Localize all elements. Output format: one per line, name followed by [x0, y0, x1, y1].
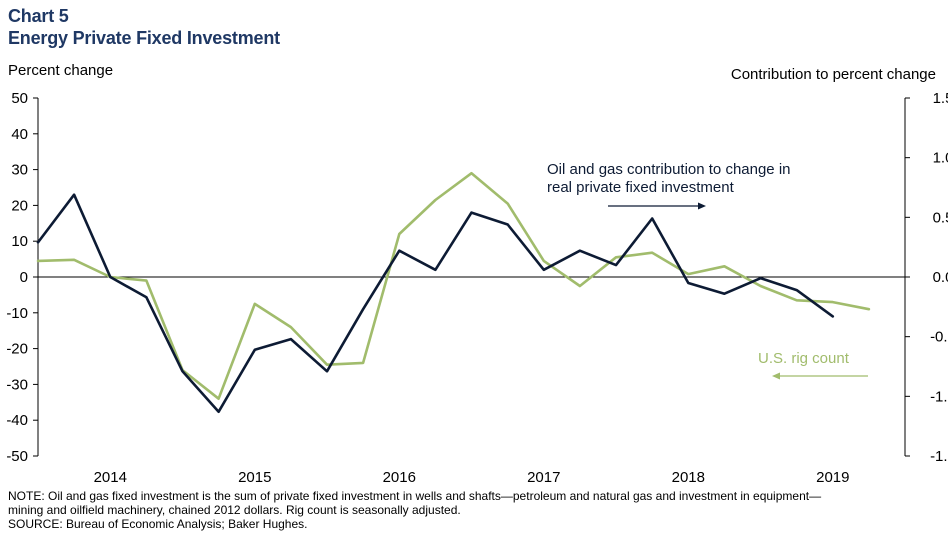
right-tick-label: 0.5 [933, 209, 948, 226]
right-tick-label: -0.5 [930, 329, 948, 346]
left-tick-label: 10 [11, 233, 28, 250]
oil-gas-annotation-line2: real private fixed investment [547, 179, 735, 196]
notes: NOTE: Oil and gas fixed investment is th… [8, 489, 943, 531]
note-line-2: mining and oilfield machinery, chained 2… [8, 503, 461, 517]
note-line-1: NOTE: Oil and gas fixed investment is th… [8, 489, 822, 503]
oil-gas-annotation-line1: Oil and gas contribution to change in [547, 161, 791, 178]
x-tick-label: 2016 [383, 469, 416, 486]
x-tick-label: 2019 [816, 469, 849, 486]
chart-label: Chart 5 [8, 6, 69, 26]
right-tick-label: 1.0 [933, 150, 948, 167]
annotation-layer: Oil and gas contribution to change in re… [547, 161, 868, 380]
x-tick-label: 2014 [94, 469, 127, 486]
rig-count-arrowhead [772, 372, 780, 380]
rig-count-annotation: U.S. rig count [758, 350, 850, 367]
right-tick-label: -1.5 [930, 448, 948, 465]
x-tick-label: 2017 [527, 469, 560, 486]
left-tick-label: -50 [6, 448, 28, 465]
right-tick-label: -1.0 [930, 388, 948, 405]
left-tick-label: 20 [11, 197, 28, 214]
oil-gas-contribution-line [36, 193, 835, 414]
left-axis-title: Percent change [8, 62, 114, 79]
oil-gas-arrowhead [698, 202, 706, 210]
rig-count-line [36, 171, 871, 401]
x-tick-label: 2015 [238, 469, 271, 486]
line-chart: 50 40 30 20 10 0 -10 -20 -30 -40 -50 1.5 1.0 0.5 0.0 -0… [6, 90, 948, 486]
right-tick-label: 0.0 [933, 269, 948, 286]
left-tick-label: 30 [11, 162, 28, 179]
left-tick-label: -10 [6, 305, 28, 322]
right-tick-label: 1.5 [933, 90, 948, 107]
chart-title: Energy Private Fixed Investment [8, 28, 280, 48]
left-tick-label: -30 [6, 376, 28, 393]
left-tick-label: 0 [20, 269, 28, 286]
left-tick-label: -40 [6, 412, 28, 429]
series-layer [36, 171, 871, 414]
left-tick-label: 40 [11, 126, 28, 143]
left-tick-label: 50 [11, 90, 28, 107]
source-line: SOURCE: Bureau of Economic Analysis; Bak… [8, 517, 308, 531]
left-tick-label: -20 [6, 341, 28, 358]
x-tick-label: 2018 [672, 469, 705, 486]
right-axis-title: Contribution to percent change [730, 66, 936, 83]
axes-layer: 50 40 30 20 10 0 -10 -20 -30 -40 -50 1.5 1.0 0.5 0.0 -0… [6, 90, 948, 486]
